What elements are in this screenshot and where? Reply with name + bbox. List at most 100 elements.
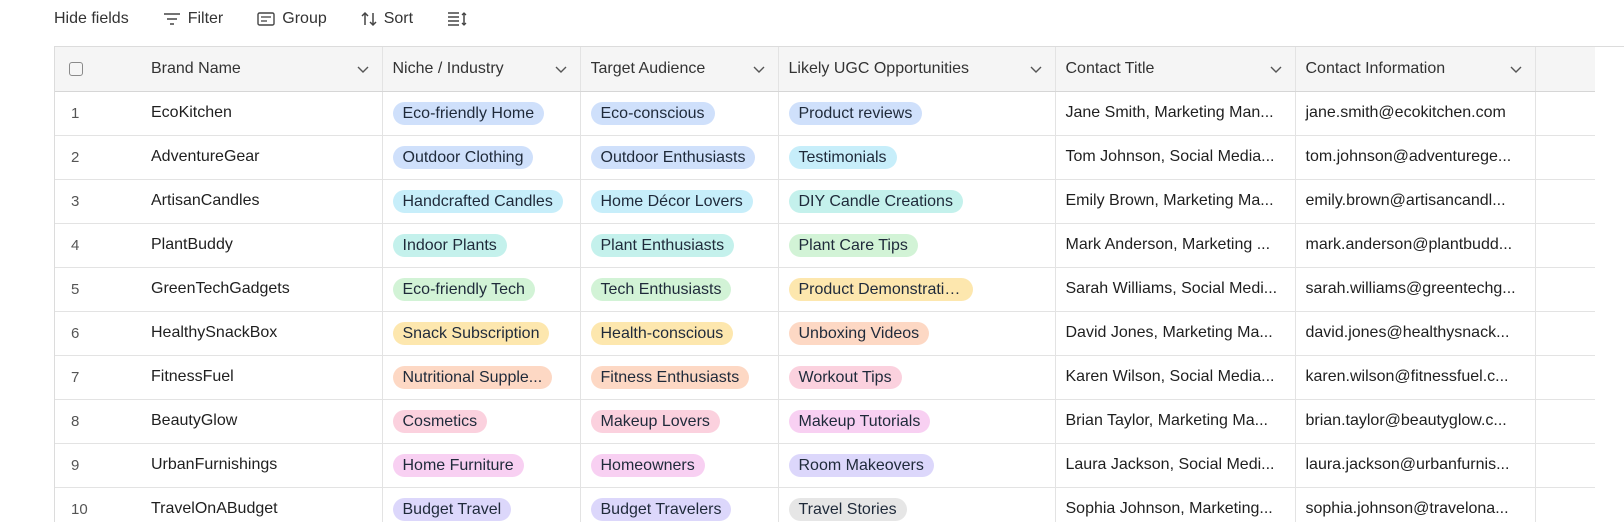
- table-row[interactable]: 10 TravelOnABudget Budget Travel Budget …: [55, 487, 1595, 522]
- contact-info-cell[interactable]: sophia.johnson@travelona...: [1295, 487, 1536, 522]
- table-row[interactable]: 1 EcoKitchen Eco-friendly Home Eco-consc…: [55, 91, 1595, 136]
- ugc-cell[interactable]: Travel Stories: [778, 487, 1056, 522]
- chevron-down-icon[interactable]: [356, 64, 370, 74]
- select-all-checkbox[interactable]: [69, 61, 83, 76]
- brand-name-cell[interactable]: BeautyGlow: [135, 399, 383, 444]
- table-row[interactable]: 7 FitnessFuel Nutritional Supple... Fitn…: [55, 355, 1595, 400]
- brand-name-cell[interactable]: ArtisanCandles: [135, 179, 383, 224]
- audience-cell[interactable]: Health-conscious: [580, 311, 779, 356]
- chevron-down-icon[interactable]: [1029, 64, 1043, 74]
- contact-info-cell[interactable]: jane.smith@ecokitchen.com: [1295, 91, 1536, 136]
- column-header-ugc[interactable]: Likely UGC Opportunities: [778, 47, 1056, 92]
- audience-cell[interactable]: Eco-conscious: [580, 91, 779, 136]
- chevron-down-icon[interactable]: [1509, 64, 1523, 74]
- row-number: 2: [55, 135, 135, 180]
- audience-cell[interactable]: Tech Enthusiasts: [580, 267, 779, 312]
- ugc-cell[interactable]: Testimonials: [778, 135, 1056, 180]
- ugc-cell[interactable]: Plant Care Tips: [778, 223, 1056, 268]
- column-header-niche[interactable]: Niche / Industry: [382, 47, 581, 92]
- niche-tag: Snack Subscription: [392, 321, 550, 345]
- brand-name-cell[interactable]: HealthySnackBox: [135, 311, 383, 356]
- hide-fields-button[interactable]: Hide fields: [54, 10, 129, 28]
- ugc-tag: Room Makeovers: [788, 453, 934, 477]
- brand-name-cell[interactable]: AdventureGear: [135, 135, 383, 180]
- contact-title-cell[interactable]: Tom Johnson, Social Media...: [1055, 135, 1296, 180]
- niche-cell[interactable]: Eco-friendly Home: [382, 91, 581, 136]
- table-row[interactable]: 5 GreenTechGadgets Eco-friendly Tech Tec…: [55, 267, 1595, 312]
- overflow-cell: [1535, 355, 1595, 400]
- niche-cell[interactable]: Budget Travel: [382, 487, 581, 522]
- niche-cell[interactable]: Outdoor Clothing: [382, 135, 581, 180]
- brand-name-cell[interactable]: PlantBuddy: [135, 223, 383, 268]
- contact-info-cell[interactable]: mark.anderson@plantbudd...: [1295, 223, 1536, 268]
- contact-info-cell[interactable]: sarah.williams@greentechg...: [1295, 267, 1536, 312]
- brand-name-cell[interactable]: EcoKitchen: [135, 91, 383, 136]
- niche-cell[interactable]: Eco-friendly Tech: [382, 267, 581, 312]
- audience-cell[interactable]: Outdoor Enthusiasts: [580, 135, 779, 180]
- table-row[interactable]: 8 BeautyGlow Cosmetics Makeup Lovers Mak…: [55, 399, 1595, 444]
- brand-name-cell[interactable]: UrbanFurnishings: [135, 443, 383, 488]
- audience-tag: Fitness Enthusiasts: [590, 365, 750, 389]
- contact-info-cell[interactable]: laura.jackson@urbanfurnis...: [1295, 443, 1536, 488]
- column-header-overflow: [1535, 47, 1595, 92]
- table-row[interactable]: 6 HealthySnackBox Snack Subscription Hea…: [55, 311, 1595, 356]
- table-row[interactable]: 4 PlantBuddy Indoor Plants Plant Enthusi…: [55, 223, 1595, 268]
- niche-tag: Handcrafted Candles: [392, 189, 563, 213]
- audience-cell[interactable]: Homeowners: [580, 443, 779, 488]
- table-row[interactable]: 2 AdventureGear Outdoor Clothing Outdoor…: [55, 135, 1595, 180]
- audience-cell[interactable]: Budget Travelers: [580, 487, 779, 522]
- row-height-button[interactable]: [447, 11, 467, 27]
- ugc-cell[interactable]: Makeup Tutorials: [778, 399, 1056, 444]
- contact-title-cell[interactable]: Brian Taylor, Marketing Ma...: [1055, 399, 1296, 444]
- column-header-brand[interactable]: Brand Name: [135, 47, 383, 92]
- column-header-contact-title[interactable]: Contact Title: [1055, 47, 1296, 92]
- contact-title-cell[interactable]: Jane Smith, Marketing Man...: [1055, 91, 1296, 136]
- audience-cell[interactable]: Makeup Lovers: [580, 399, 779, 444]
- contact-title-cell[interactable]: Karen Wilson, Social Media...: [1055, 355, 1296, 400]
- contact-title-cell[interactable]: Sophia Johnson, Marketing...: [1055, 487, 1296, 522]
- contact-title-cell[interactable]: Mark Anderson, Marketing ...: [1055, 223, 1296, 268]
- brand-name-cell[interactable]: TravelOnABudget: [135, 487, 383, 522]
- contact-info-cell[interactable]: brian.taylor@beautyglow.c...: [1295, 399, 1536, 444]
- brand-name-cell[interactable]: GreenTechGadgets: [135, 267, 383, 312]
- ugc-cell[interactable]: Product Demonstrations: [778, 267, 1056, 312]
- contact-info-cell[interactable]: david.jones@healthysnack...: [1295, 311, 1536, 356]
- header-row: Brand Name Niche / Industry Target Audie…: [55, 47, 1595, 92]
- filter-button[interactable]: Filter: [163, 10, 223, 28]
- column-header-contact-info[interactable]: Contact Information: [1295, 47, 1536, 92]
- chevron-down-icon[interactable]: [554, 64, 568, 74]
- niche-cell[interactable]: Snack Subscription: [382, 311, 581, 356]
- ugc-cell[interactable]: Unboxing Videos: [778, 311, 1056, 356]
- niche-cell[interactable]: Cosmetics: [382, 399, 581, 444]
- ugc-cell[interactable]: Workout Tips: [778, 355, 1056, 400]
- ugc-tag: Unboxing Videos: [788, 321, 930, 345]
- contact-info-cell[interactable]: karen.wilson@fitnessfuel.c...: [1295, 355, 1536, 400]
- audience-cell[interactable]: Plant Enthusiasts: [580, 223, 779, 268]
- contact-title-cell[interactable]: David Jones, Marketing Ma...: [1055, 311, 1296, 356]
- chevron-down-icon[interactable]: [1269, 64, 1283, 74]
- hide-fields-label: Hide fields: [54, 10, 129, 27]
- brand-name-cell[interactable]: FitnessFuel: [135, 355, 383, 400]
- column-header-audience[interactable]: Target Audience: [580, 47, 779, 92]
- contact-info-cell[interactable]: emily.brown@artisancandl...: [1295, 179, 1536, 224]
- ugc-cell[interactable]: DIY Candle Creations: [778, 179, 1056, 224]
- sort-button[interactable]: Sort: [361, 10, 413, 28]
- audience-cell[interactable]: Fitness Enthusiasts: [580, 355, 779, 400]
- chevron-down-icon[interactable]: [752, 64, 766, 74]
- niche-cell[interactable]: Home Furniture: [382, 443, 581, 488]
- contact-title-cell[interactable]: Laura Jackson, Social Medi...: [1055, 443, 1296, 488]
- audience-cell[interactable]: Home Décor Lovers: [580, 179, 779, 224]
- niche-cell[interactable]: Indoor Plants: [382, 223, 581, 268]
- contact-title-cell[interactable]: Emily Brown, Marketing Ma...: [1055, 179, 1296, 224]
- row-height-icon: [448, 12, 467, 26]
- contact-title-cell[interactable]: Sarah Williams, Social Medi...: [1055, 267, 1296, 312]
- table-row[interactable]: 9 UrbanFurnishings Home Furniture Homeow…: [55, 443, 1595, 488]
- ugc-cell[interactable]: Room Makeovers: [778, 443, 1056, 488]
- niche-cell[interactable]: Nutritional Supple...: [382, 355, 581, 400]
- table-row[interactable]: 3 ArtisanCandles Handcrafted Candles Hom…: [55, 179, 1595, 224]
- contact-info-cell[interactable]: tom.johnson@adventurege...: [1295, 135, 1536, 180]
- ugc-cell[interactable]: Product reviews: [778, 91, 1056, 136]
- group-button[interactable]: Group: [257, 10, 327, 28]
- niche-cell[interactable]: Handcrafted Candles: [382, 179, 581, 224]
- select-all-header[interactable]: [55, 47, 135, 92]
